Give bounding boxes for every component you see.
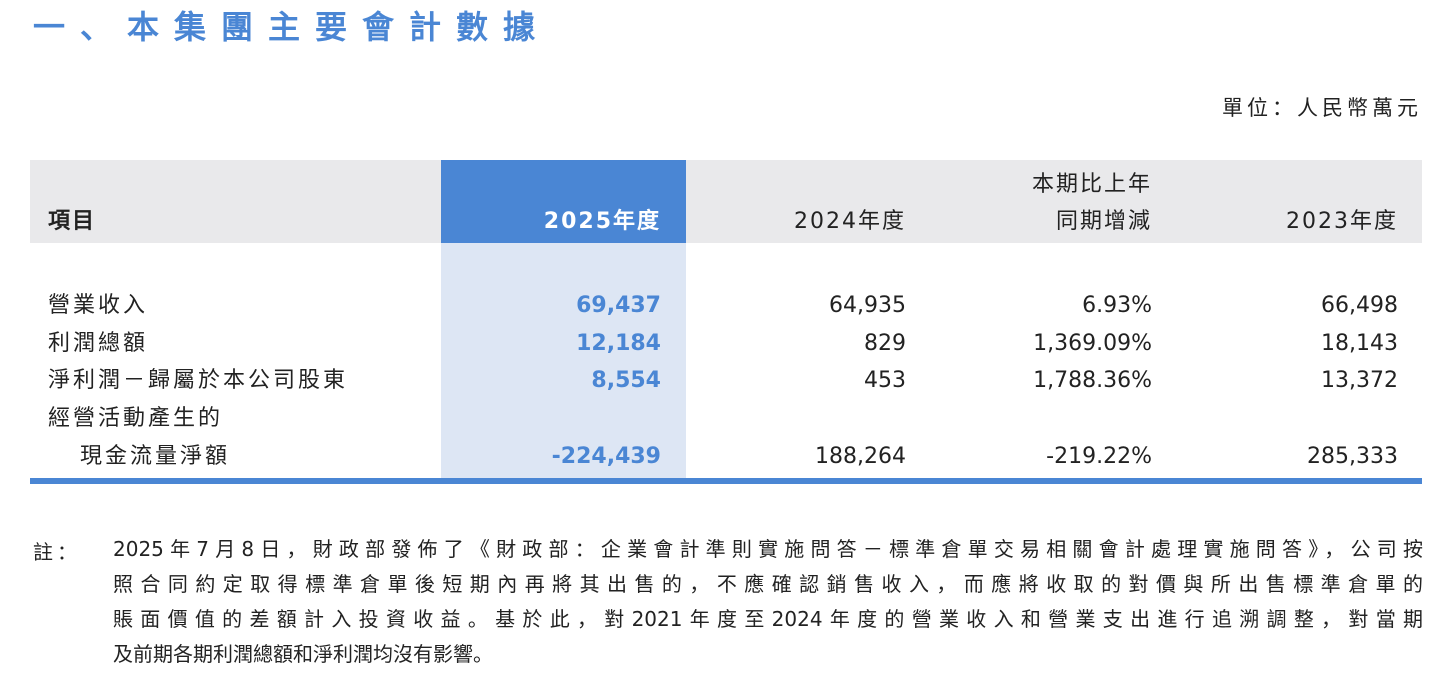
header-2025: 2025年度 [543,209,661,234]
table-header-bg [30,160,1422,243]
row-label: 經營活動產生的 [48,406,224,431]
value-2024: 453 [864,368,906,393]
value-2024: 829 [864,331,906,356]
highlight-column-body [441,243,686,480]
note-line: 賬面價值的差額計入投資收益。基於此，對2021年度至2024年度的營業收入和營業… [113,607,1423,631]
value-2024: 188,264 [815,444,906,469]
value-change: 1,788.36% [1033,368,1152,393]
table-bottom-rule [30,478,1422,484]
header-item: 項目 [48,209,97,234]
value-2025: 8,554 [591,368,661,393]
value-2025: -224,439 [551,444,661,469]
header-2023: 2023年度 [1286,209,1398,234]
value-2025: 69,437 [576,293,661,318]
value-change: 6.93% [1082,293,1152,318]
value-change: -219.22% [1046,444,1152,469]
unit-label: 單位：人民幣萬元 [1222,96,1422,120]
header-change-line1: 本期比上年 [1031,172,1152,197]
note-text: 2025年7月8日，財政部發佈了《財政部：企業會計準則實施問答－標準倉單交易相關… [113,536,1423,676]
value-change: 1,369.09% [1033,331,1152,356]
header-2024: 2024年度 [794,209,906,234]
value-2023: 285,333 [1307,444,1398,469]
highlight-column-header [441,160,686,243]
note-line: 照合同約定取得標準倉單後短期內再將其出售的，不應確認銷售收入，而應將收取的對價與… [113,572,1423,596]
value-2024: 64,935 [829,293,906,318]
note-label: 註： [33,540,81,564]
row-label: 利潤總額 [48,331,149,356]
value-2023: 18,143 [1321,331,1398,356]
value-2023: 13,372 [1321,368,1398,393]
value-2025: 12,184 [576,331,661,356]
section-title: 一、本集團主要會計數據 [33,8,551,46]
note-line: 2025年7月8日，財政部發佈了《財政部：企業會計準則實施問答－標準倉單交易相關… [113,537,1423,561]
row-label: 淨利潤－歸屬於本公司股東 [48,368,349,393]
header-change-line2: 同期增減 [1055,209,1152,234]
value-2023: 66,498 [1321,293,1398,318]
row-label-continued: 現金流量淨額 [80,444,231,469]
row-label: 營業收入 [48,293,149,318]
note-line: 及前期各期利潤總額和淨利潤均沒有影響。 [113,642,493,666]
